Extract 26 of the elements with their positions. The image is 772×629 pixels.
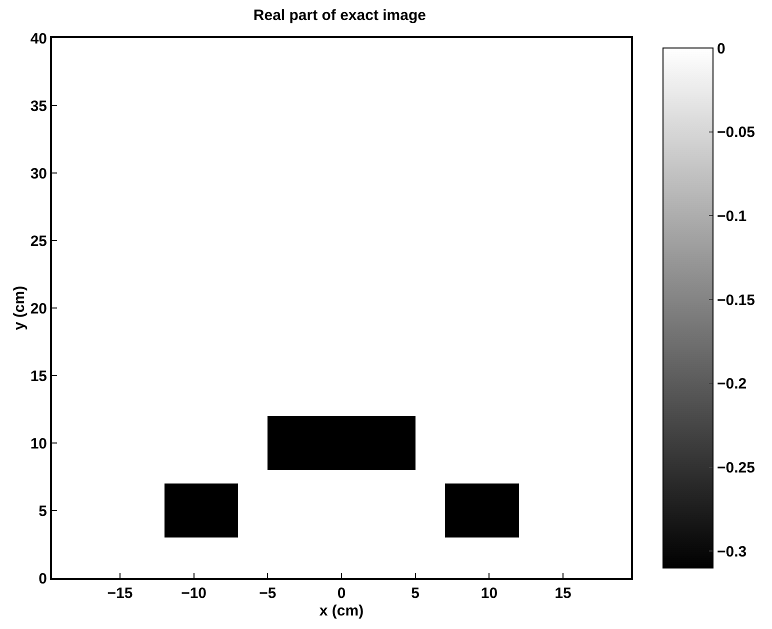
y-axis-title: y (cm) <box>11 286 28 330</box>
x-tick-label: 15 <box>554 585 572 602</box>
color-bar-label: −0.25 <box>717 460 755 477</box>
y-tick-label: 20 <box>30 300 47 318</box>
color-bar-label: −0.2 <box>717 376 747 393</box>
color-bar-label: 0 <box>717 40 726 58</box>
x-tick-label: −10 <box>181 585 207 602</box>
x-axis-title: x (cm) <box>319 602 364 620</box>
y-tick-label: 30 <box>30 165 47 182</box>
x-tick-label: 5 <box>411 585 420 602</box>
chart-title: Real part of exact image <box>253 6 426 24</box>
x-tick-label: −5 <box>259 585 276 602</box>
color-bar-label: −0.3 <box>717 543 747 560</box>
y-tick-label: 10 <box>30 435 47 452</box>
y-tick-label: 0 <box>38 570 47 588</box>
y-tick-label: 25 <box>30 232 47 250</box>
y-tick-label: 35 <box>30 98 47 115</box>
x-tick-label: 0 <box>337 585 346 602</box>
x-tick-label: 10 <box>480 585 498 602</box>
color-bar-label: −0.1 <box>717 208 747 225</box>
color-bar-label: −0.05 <box>717 124 755 142</box>
y-tick-label: 5 <box>38 502 47 520</box>
y-tick-label: 15 <box>30 368 47 385</box>
color-bar-label: −0.15 <box>717 292 755 309</box>
x-tick-label: −15 <box>107 585 133 602</box>
y-tick-label: 40 <box>30 30 47 48</box>
